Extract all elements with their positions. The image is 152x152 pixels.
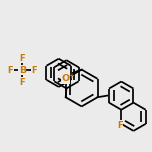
Text: F: F — [19, 78, 25, 87]
Text: F: F — [7, 66, 13, 75]
Text: F: F — [19, 54, 25, 63]
Text: F: F — [117, 121, 123, 130]
Text: B: B — [19, 66, 26, 75]
Text: +: + — [68, 73, 74, 79]
Text: O: O — [62, 74, 70, 83]
Text: F: F — [31, 66, 37, 75]
